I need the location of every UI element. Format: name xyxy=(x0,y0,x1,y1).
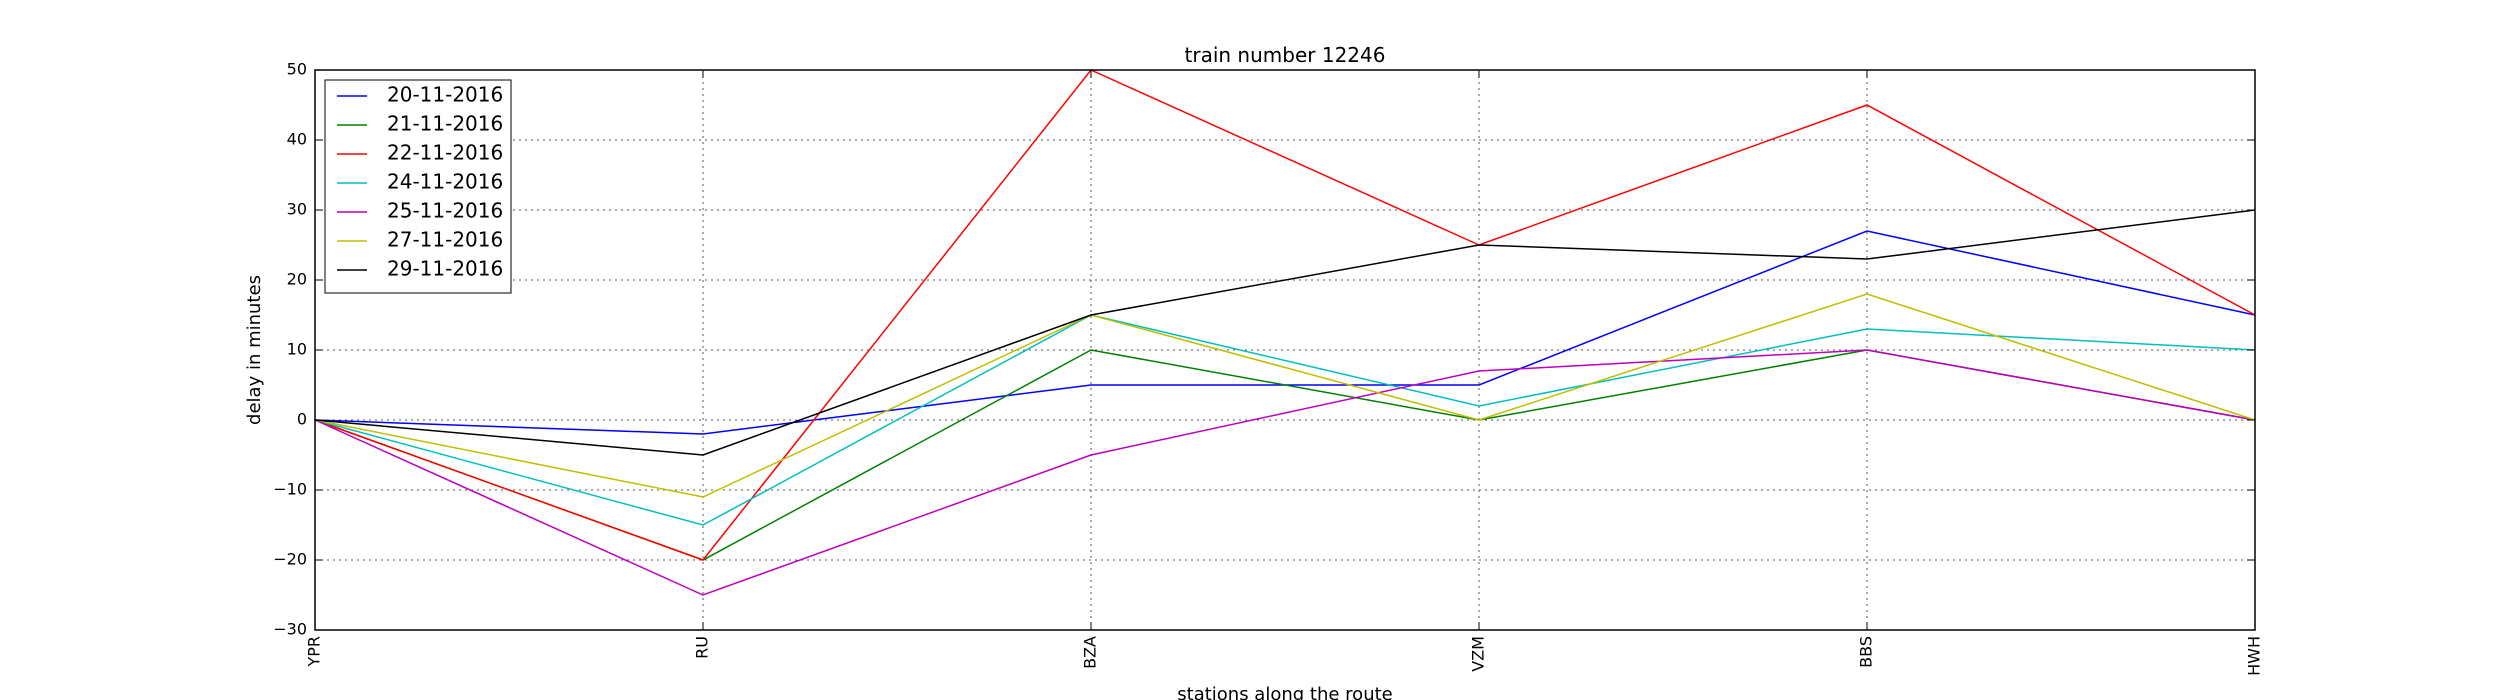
y-tick-label: 30 xyxy=(287,200,307,219)
series-layer xyxy=(314,69,2256,596)
grid-layer xyxy=(314,69,2256,631)
legend-label: 22-11-2016 xyxy=(387,141,503,165)
series-line-22-11-2016 xyxy=(314,69,2256,561)
y-tick-label: 20 xyxy=(287,270,307,289)
series-line-24-11-2016 xyxy=(314,314,2256,526)
series-line-21-11-2016 xyxy=(314,349,2256,561)
x-tick-label: YPR xyxy=(305,636,324,668)
x-tick-label: RU xyxy=(693,636,712,659)
y-tick-label: 10 xyxy=(287,340,307,359)
y-tick-label: 50 xyxy=(287,60,307,79)
x-tick-label: BBS xyxy=(1857,636,1876,668)
y-axis-title: delay in minutes xyxy=(244,275,265,425)
y-tick-label: −20 xyxy=(273,550,307,569)
series-line-20-11-2016 xyxy=(314,230,2256,435)
chart-title: train number 12246 xyxy=(1185,43,1386,67)
legend-label: 20-11-2016 xyxy=(387,83,503,107)
y-tick-label: 40 xyxy=(287,130,307,149)
x-tick-label: VZM xyxy=(1469,636,1488,672)
y-tick-label: −10 xyxy=(273,480,307,499)
legend-box xyxy=(324,79,512,294)
series-line-25-11-2016 xyxy=(314,349,2256,596)
legend-label: 24-11-2016 xyxy=(387,170,503,194)
series-line-27-11-2016 xyxy=(314,293,2256,498)
series-line-29-11-2016 xyxy=(314,209,2256,456)
tick-layer: YPR RU BZA VZM BBS HWH −30 −20 −10 0 10 20 30 40 50 xyxy=(273,60,2263,676)
legend-label: 29-11-2016 xyxy=(387,257,503,281)
y-tick-label: 0 xyxy=(297,410,307,429)
legend: 20-11-2016 21-11-2016 22-11-2016 24-11-2016… xyxy=(324,79,512,294)
legend-label: 25-11-2016 xyxy=(387,199,503,223)
y-tick-label: −30 xyxy=(273,620,307,639)
x-axis-title: stations along the route xyxy=(1177,684,1392,700)
legend-label: 21-11-2016 xyxy=(387,112,503,136)
x-tick-label: HWH xyxy=(2245,636,2264,676)
legend-label: 27-11-2016 xyxy=(387,228,503,252)
x-tick-label: BZA xyxy=(1081,636,1100,669)
plot-frame xyxy=(314,69,2256,631)
